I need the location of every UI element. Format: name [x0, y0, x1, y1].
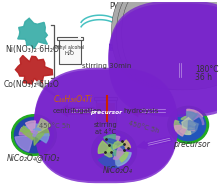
Text: NiCo₂O₄: NiCo₂O₄ [103, 166, 133, 175]
Text: C₁₆H₃₆O₄Ti: C₁₆H₃₆O₄Ti [54, 95, 92, 104]
Polygon shape [182, 118, 196, 130]
Wedge shape [188, 125, 196, 137]
FancyBboxPatch shape [34, 68, 178, 181]
Circle shape [95, 133, 134, 169]
Wedge shape [186, 112, 197, 125]
Wedge shape [188, 118, 201, 131]
Wedge shape [114, 151, 128, 165]
Text: precursor: precursor [173, 140, 210, 149]
Wedge shape [34, 119, 50, 135]
FancyBboxPatch shape [117, 0, 223, 90]
Polygon shape [58, 104, 95, 118]
Polygon shape [113, 141, 125, 149]
Polygon shape [18, 18, 47, 49]
Polygon shape [25, 131, 33, 136]
Polygon shape [28, 133, 33, 138]
Wedge shape [174, 120, 188, 131]
Polygon shape [188, 126, 194, 131]
Text: Ni(NO₃)₂·6H₂O: Ni(NO₃)₂·6H₂O [5, 45, 59, 54]
FancyBboxPatch shape [169, 33, 191, 61]
Wedge shape [114, 151, 127, 164]
Polygon shape [173, 61, 187, 86]
Text: 36 h: 36 h [195, 73, 212, 82]
Wedge shape [24, 135, 36, 149]
FancyBboxPatch shape [112, 0, 223, 90]
Wedge shape [175, 125, 188, 136]
Wedge shape [188, 125, 196, 134]
Text: stirring
at 4°C: stirring at 4°C [94, 122, 118, 135]
FancyBboxPatch shape [34, 70, 178, 183]
Wedge shape [98, 141, 114, 153]
Circle shape [168, 106, 209, 143]
Text: Co(NO₃)₂·6H₂O: Co(NO₃)₂·6H₂O [4, 80, 60, 89]
Wedge shape [188, 113, 204, 125]
Wedge shape [104, 135, 115, 151]
Text: ethyl alcohol: ethyl alcohol [55, 45, 85, 50]
FancyBboxPatch shape [122, 0, 223, 90]
Circle shape [12, 115, 56, 155]
Text: +: + [68, 48, 72, 53]
Text: hydrolysis: hydrolysis [123, 108, 159, 114]
Wedge shape [114, 151, 131, 166]
Polygon shape [118, 45, 141, 53]
Text: H₂O: H₂O [65, 51, 75, 56]
Polygon shape [33, 128, 41, 130]
Text: 450°C 5h: 450°C 5h [39, 123, 70, 129]
FancyBboxPatch shape [96, 103, 115, 123]
FancyBboxPatch shape [59, 38, 81, 64]
FancyBboxPatch shape [108, 3, 223, 117]
Polygon shape [113, 150, 116, 156]
FancyBboxPatch shape [96, 98, 116, 123]
Text: ⦗: ⦗ [111, 27, 116, 33]
Text: NiCo₂O₄@TiO₂: NiCo₂O₄@TiO₂ [7, 153, 60, 162]
Text: centrifugation: centrifugation [52, 108, 102, 114]
Circle shape [92, 131, 136, 171]
Text: 450°C 5h: 450°C 5h [128, 120, 160, 134]
Wedge shape [181, 116, 191, 125]
Polygon shape [116, 23, 143, 55]
Wedge shape [25, 121, 35, 135]
Polygon shape [105, 147, 112, 157]
Wedge shape [33, 135, 42, 143]
Wedge shape [187, 109, 203, 125]
Wedge shape [109, 136, 120, 151]
Circle shape [14, 117, 54, 153]
Polygon shape [180, 117, 190, 128]
Polygon shape [35, 80, 42, 85]
FancyBboxPatch shape [57, 37, 83, 40]
Wedge shape [15, 135, 34, 152]
Polygon shape [23, 130, 33, 140]
Wedge shape [34, 134, 49, 143]
Text: stirring 30min: stirring 30min [82, 63, 132, 69]
Wedge shape [25, 124, 40, 135]
Wedge shape [21, 126, 34, 135]
Polygon shape [113, 147, 124, 160]
Wedge shape [99, 151, 119, 168]
Polygon shape [188, 120, 198, 130]
Text: precursor: precursor [90, 110, 122, 115]
FancyBboxPatch shape [94, 98, 118, 100]
Wedge shape [114, 151, 128, 162]
Text: 180°C: 180°C [195, 65, 219, 74]
Polygon shape [136, 136, 172, 149]
Text: PVP: PVP [109, 2, 123, 11]
Wedge shape [180, 125, 191, 135]
Wedge shape [114, 140, 130, 151]
Polygon shape [34, 134, 44, 146]
Wedge shape [34, 127, 49, 136]
Polygon shape [128, 104, 167, 118]
FancyBboxPatch shape [172, 37, 188, 59]
Circle shape [171, 109, 206, 141]
Wedge shape [19, 128, 34, 135]
FancyBboxPatch shape [108, 1, 223, 114]
Wedge shape [114, 145, 125, 154]
Polygon shape [109, 41, 147, 53]
Polygon shape [33, 131, 38, 137]
Polygon shape [188, 126, 195, 127]
Polygon shape [179, 121, 190, 130]
FancyBboxPatch shape [169, 30, 191, 36]
FancyBboxPatch shape [78, 36, 81, 39]
Polygon shape [105, 139, 119, 145]
Polygon shape [15, 55, 53, 86]
